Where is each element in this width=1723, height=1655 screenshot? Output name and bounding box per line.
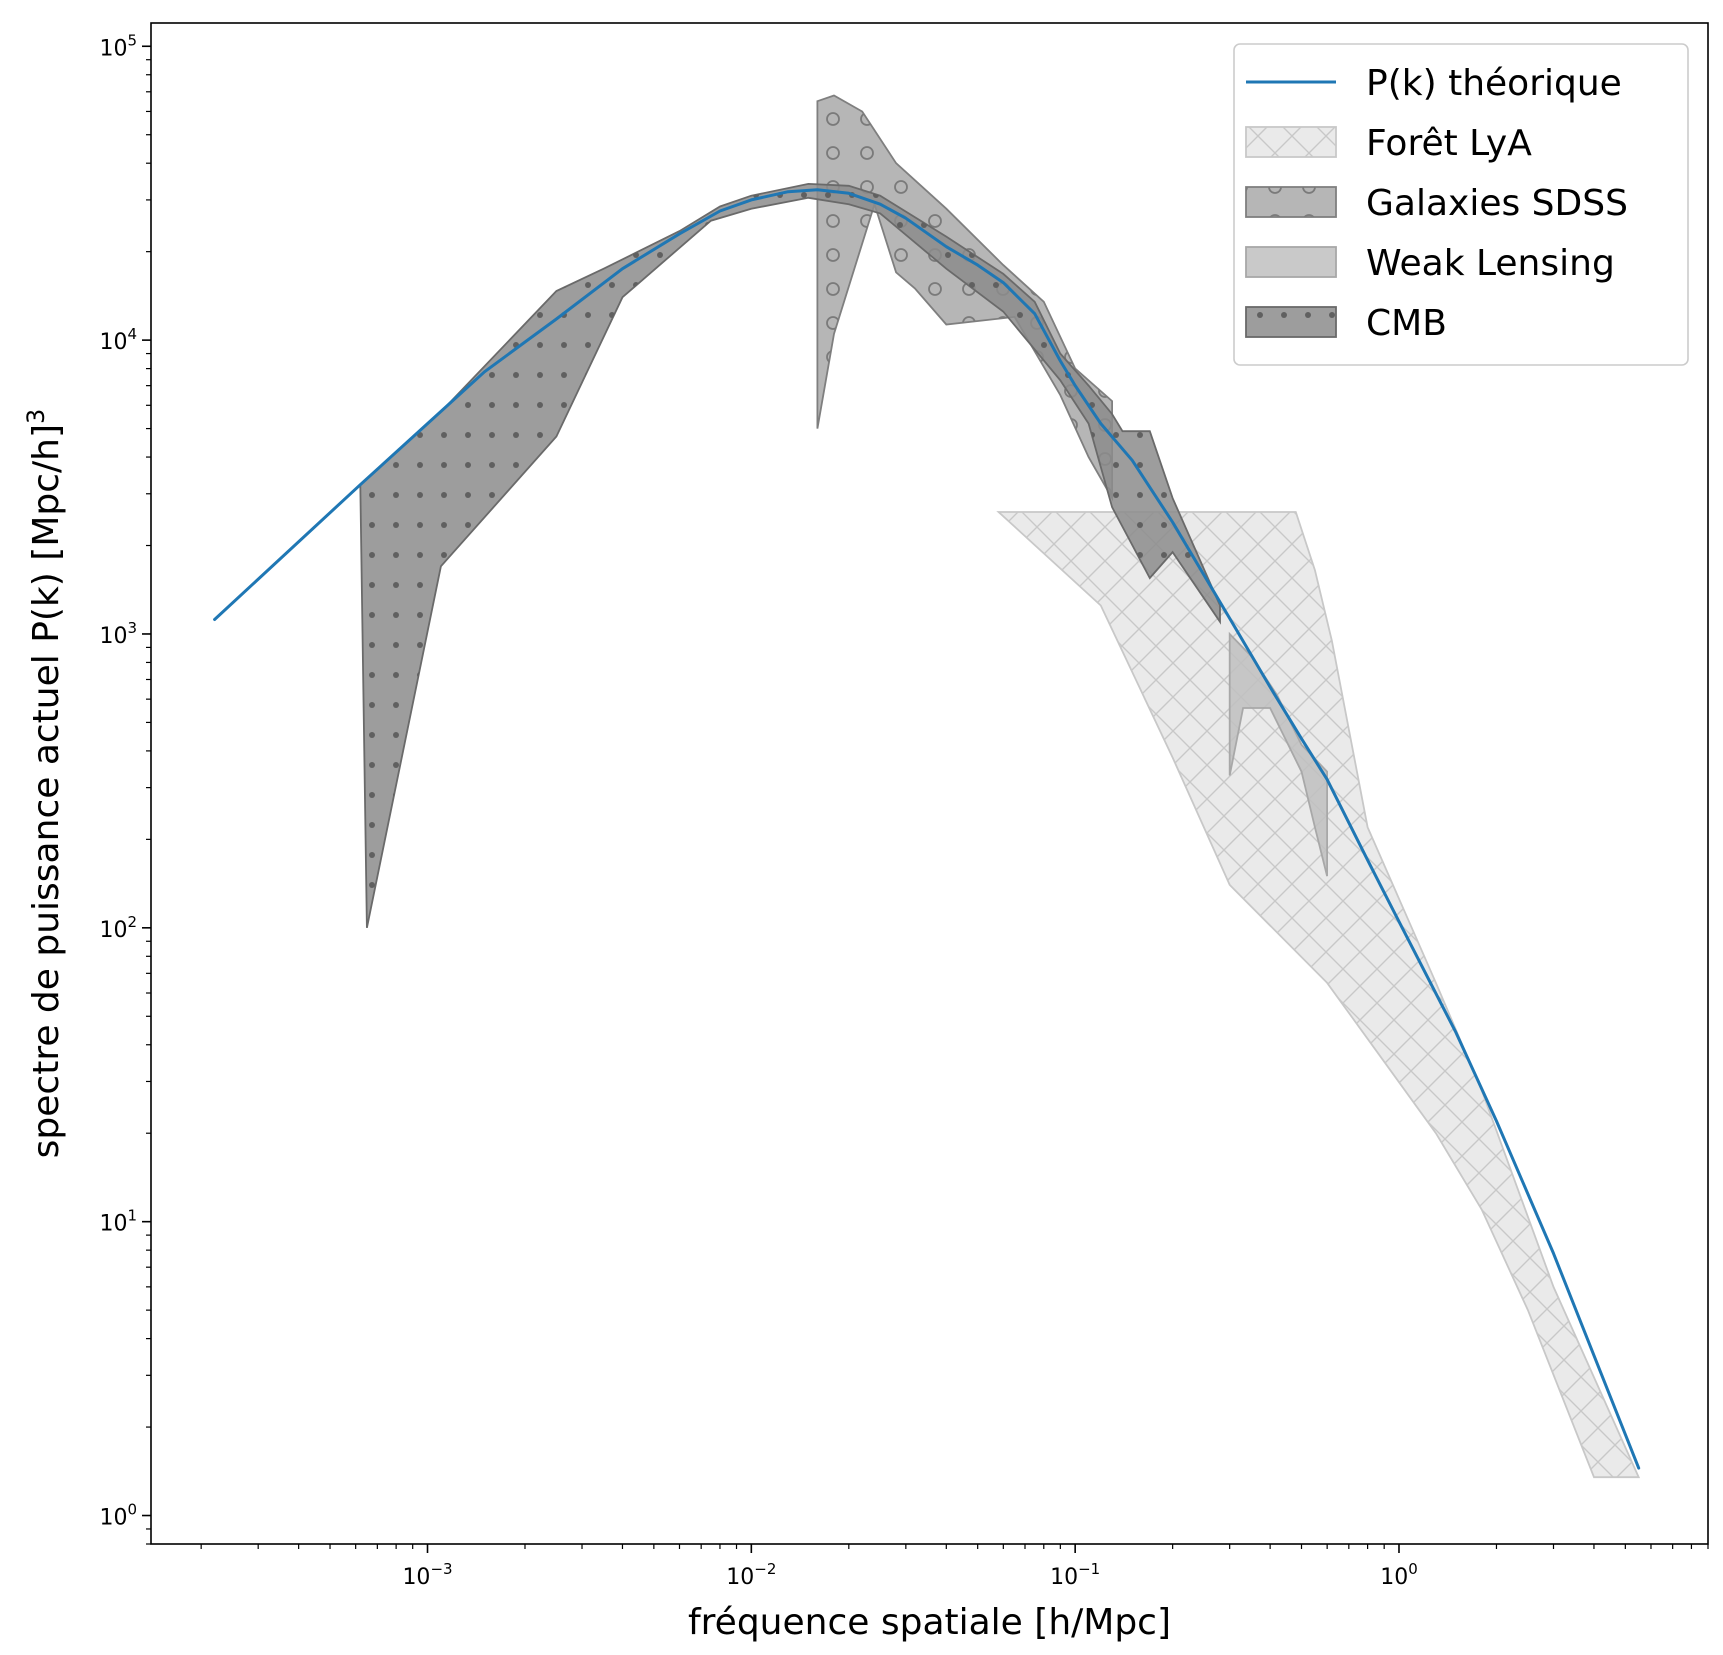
y-tick-label-base: 10: [99, 330, 127, 355]
x-tick-label-base: 10: [726, 1565, 754, 1590]
x-tick-label-base: 10: [1050, 1565, 1078, 1590]
y-tick-label-exponent: 3: [127, 619, 137, 637]
y-tick-label-base: 10: [99, 1212, 127, 1237]
legend-item-foret-lya: Forêt LyA: [1245, 123, 1532, 164]
y-tick-label-exponent: 5: [127, 31, 137, 49]
x-tick-label: 100: [1380, 1560, 1418, 1590]
x-tick-label-exponent: −2: [754, 1560, 776, 1578]
legend-swatch: [1245, 246, 1337, 278]
y-axis-label-superscript: 3: [22, 409, 50, 424]
x-tick-label-base: 10: [1380, 1565, 1408, 1590]
band-layer: [359, 94, 1641, 1479]
x-axis-label: fréquence spatiale [h/Mpc]: [688, 1602, 1171, 1643]
legend-swatch-hatch: [1246, 187, 1336, 217]
series-line-p-k-theorique: [213, 188, 1641, 1470]
y-tick-label: 100: [99, 1501, 137, 1531]
legend-box: [1233, 43, 1689, 366]
y-tick-label-base: 10: [99, 36, 127, 61]
x-tick-label-exponent: −3: [430, 1560, 452, 1578]
band-cmb: [359, 182, 1221, 928]
y-tick-label-base: 10: [99, 624, 127, 649]
x-axis: 10−3 10−2 10−1 100: [200, 1544, 1709, 1590]
x-tick-label: 10−3: [402, 1560, 452, 1590]
y-tick-label-exponent: 1: [127, 1207, 137, 1225]
band-galaxies-sdss-hatch: [817, 95, 1113, 499]
legend-item-p-k-theorique: P(k) théorique: [1246, 63, 1622, 104]
y-tick-label: 105: [99, 31, 137, 61]
y-axis-label-text: spectre de puissance actuel P(k) [Mpc/h]: [26, 424, 67, 1158]
x-tick-label-exponent: −1: [1078, 1560, 1100, 1578]
band-galaxies-sdss: [816, 94, 1113, 502]
y-tick-label-base: 10: [99, 918, 127, 943]
legend-item-galaxies-sdss: Galaxies SDSS: [1245, 183, 1628, 224]
y-tick-label-exponent: 4: [127, 325, 137, 343]
plot-frame: [150, 22, 1709, 1545]
legend-item-cmb: CMB: [1245, 303, 1447, 344]
legend-item-weak-lensing: Weak Lensing: [1245, 243, 1615, 284]
x-tick-label: 10−2: [726, 1560, 776, 1590]
legend-label: Weak Lensing: [1366, 243, 1615, 284]
legend-label: CMB: [1366, 303, 1447, 344]
y-tick-label: 104: [99, 325, 137, 355]
legend-swatch-hatch: [1246, 127, 1336, 157]
x-tick-label-base: 10: [402, 1565, 430, 1590]
line-layer: [213, 188, 1641, 1470]
band-foret-lya-hatch: [998, 512, 1639, 1478]
legend-label: Forêt LyA: [1366, 123, 1532, 164]
y-tick-label-exponent: 2: [127, 913, 137, 931]
y-tick-label-base: 10: [99, 1506, 127, 1531]
legend-swatch-hatch: [1246, 307, 1336, 337]
y-tick-label: 102: [99, 913, 137, 943]
legend-label: Galaxies SDSS: [1366, 183, 1628, 224]
y-axis-label: spectre de puissance actuel P(k) [Mpc/h]…: [22, 409, 67, 1159]
legend: P(k) théorique Forêt LyA Galaxies SDSS Weak…: [1233, 43, 1689, 366]
y-tick-label: 101: [99, 1207, 137, 1237]
x-tick-label: 10−1: [1050, 1560, 1100, 1590]
band-cmb-hatch: [360, 183, 1220, 928]
y-tick-label: 103: [99, 619, 137, 649]
x-tick-label-exponent: 0: [1408, 1560, 1418, 1578]
band-foret-lya: [996, 511, 1641, 1479]
y-tick-label-exponent: 0: [127, 1501, 137, 1519]
legend-label: P(k) théorique: [1366, 63, 1622, 104]
